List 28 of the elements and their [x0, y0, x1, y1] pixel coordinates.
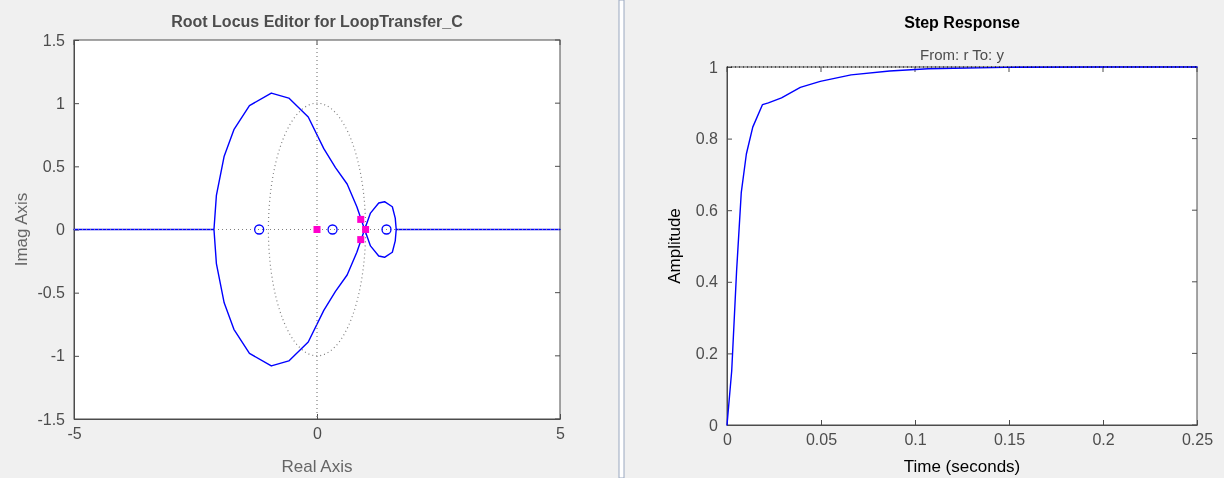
- y-axis-title: Imag Axis: [12, 192, 31, 267]
- x-tick-label: 5: [556, 425, 566, 443]
- chart-title: Root Locus Editor for LoopTransfer_C: [171, 13, 464, 30]
- chart-subtitle: From: r To: y: [920, 46, 1005, 63]
- x-tick-label: 0.05: [805, 431, 838, 449]
- x-tick-label: 0: [723, 431, 733, 449]
- y-tick-label: 0.2: [695, 345, 719, 363]
- y-tick-label: -1.5: [37, 410, 66, 428]
- y-tick-label: 0.8: [695, 130, 719, 148]
- x-tick-label: 0.15: [993, 431, 1026, 449]
- y-tick-label: 0.4: [695, 273, 719, 291]
- x-axis-title: Time (seconds): [903, 457, 1021, 476]
- x-tick-label: 0.2: [1092, 431, 1115, 449]
- y-tick-label: 1: [56, 94, 66, 112]
- x-tick-label: 0.1: [904, 431, 927, 449]
- y-tick-label: 0.5: [42, 157, 66, 175]
- chart-title: Step Response: [904, 14, 1020, 31]
- y-tick-label: 0.6: [695, 201, 719, 219]
- x-tick-label: 0.25: [1181, 431, 1214, 449]
- x-axis-title: Real Axis: [281, 457, 353, 476]
- y-tick-label: -1: [50, 347, 66, 365]
- y-tick-label: 0: [56, 221, 66, 239]
- y-tick-label: 1: [709, 58, 719, 76]
- x-tick-label: -5: [67, 425, 82, 443]
- y-axis-title: Amplitude: [665, 208, 684, 284]
- y-tick-label: -0.5: [37, 284, 66, 302]
- y-tick-label: 1.5: [42, 31, 66, 49]
- x-tick-label: 0: [313, 425, 323, 443]
